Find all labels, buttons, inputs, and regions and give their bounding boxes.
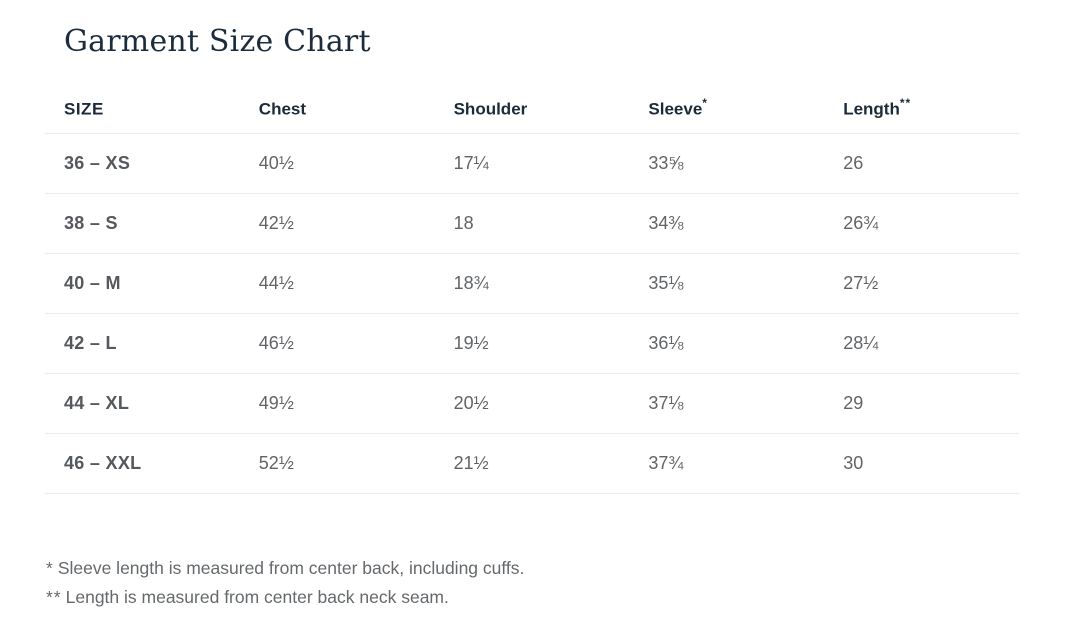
footnote-text: Length is measured from center back neck… (65, 587, 449, 607)
table-row: 44 – XL 49½ 20½ 37⅛ 29 (45, 374, 1019, 434)
shoulder-cell: 19½ (453, 333, 489, 353)
column-header-sleeve: Sleeve* (629, 95, 824, 130)
size-cell: 46 – XXL (64, 453, 142, 473)
column-header-label: Chest (258, 99, 307, 119)
chest-cell: 52½ (258, 453, 294, 473)
table-row: 42 – L 46½ 19½ 36⅛ 28¼ (45, 314, 1019, 374)
column-header-label: Length (843, 99, 900, 119)
length-cell: 26 (843, 153, 864, 173)
chest-cell: 44½ (258, 273, 294, 293)
shoulder-cell: 18¾ (453, 273, 489, 293)
length-cell: 26¾ (843, 213, 879, 233)
shoulder-cell: 20½ (453, 393, 489, 413)
table-header-row: SIZE Chest Shoulder Sleeve* Length** (45, 93, 1019, 134)
sleeve-cell: 35⅛ (648, 273, 684, 293)
footnotes: * Sleeve length is measured from center b… (46, 554, 524, 612)
size-cell: 36 – XS (64, 153, 131, 173)
table-row: 46 – XXL 52½ 21½ 37¾ 30 (45, 434, 1019, 494)
size-cell: 40 – M (64, 273, 121, 293)
shoulder-cell: 17¼ (453, 153, 489, 173)
sleeve-cell: 33⅝ (648, 153, 684, 173)
footnote-marker: * (46, 558, 54, 578)
sleeve-cell: 34⅜ (648, 213, 684, 233)
chest-cell: 46½ (258, 333, 294, 353)
length-cell: 30 (843, 453, 864, 473)
column-header-label: Shoulder (453, 99, 528, 119)
shoulder-cell: 21½ (453, 453, 489, 473)
table-row: 38 – S 42½ 18 34⅜ 26¾ (45, 194, 1019, 254)
chest-cell: 42½ (258, 213, 294, 233)
column-header-shoulder: Shoulder (435, 97, 630, 130)
size-cell: 44 – XL (64, 393, 130, 413)
footnote-marker: ** (46, 587, 62, 607)
table-row: 36 – XS 40½ 17¼ 33⅝ 26 (45, 134, 1019, 194)
chest-cell: 49½ (258, 393, 294, 413)
shoulder-cell: 18 (453, 213, 474, 233)
sleeve-cell: 36⅛ (648, 333, 684, 353)
length-cell: 28¼ (843, 333, 879, 353)
column-header-length: Length** (824, 95, 1019, 130)
column-header-label: SIZE (64, 99, 104, 119)
length-cell: 27½ (843, 273, 879, 293)
chest-cell: 40½ (258, 153, 294, 173)
length-cell: 29 (843, 393, 864, 413)
footnote-text: Sleeve length is measured from center ba… (57, 558, 525, 578)
footnote-length: ** Length is measured from center back ne… (46, 583, 524, 612)
sleeve-cell: 37¾ (648, 453, 684, 473)
footnote-marker: ** (899, 95, 912, 110)
sleeve-cell: 37⅛ (648, 393, 684, 413)
table-row: 40 – M 44½ 18¾ 35⅛ 27½ (45, 254, 1019, 314)
size-cell: 42 – L (64, 333, 117, 353)
column-header-chest: Chest (240, 97, 435, 130)
column-header-label: Sleeve (648, 99, 703, 119)
size-cell: 38 – S (64, 213, 118, 233)
footnote-sleeve: * Sleeve length is measured from center b… (46, 554, 524, 583)
column-header-size: SIZE (45, 97, 240, 130)
footnote-marker: * (702, 95, 708, 110)
page-title: Garment Size Chart (64, 24, 371, 59)
size-chart-table: SIZE Chest Shoulder Sleeve* Length** 36 … (45, 93, 1019, 494)
